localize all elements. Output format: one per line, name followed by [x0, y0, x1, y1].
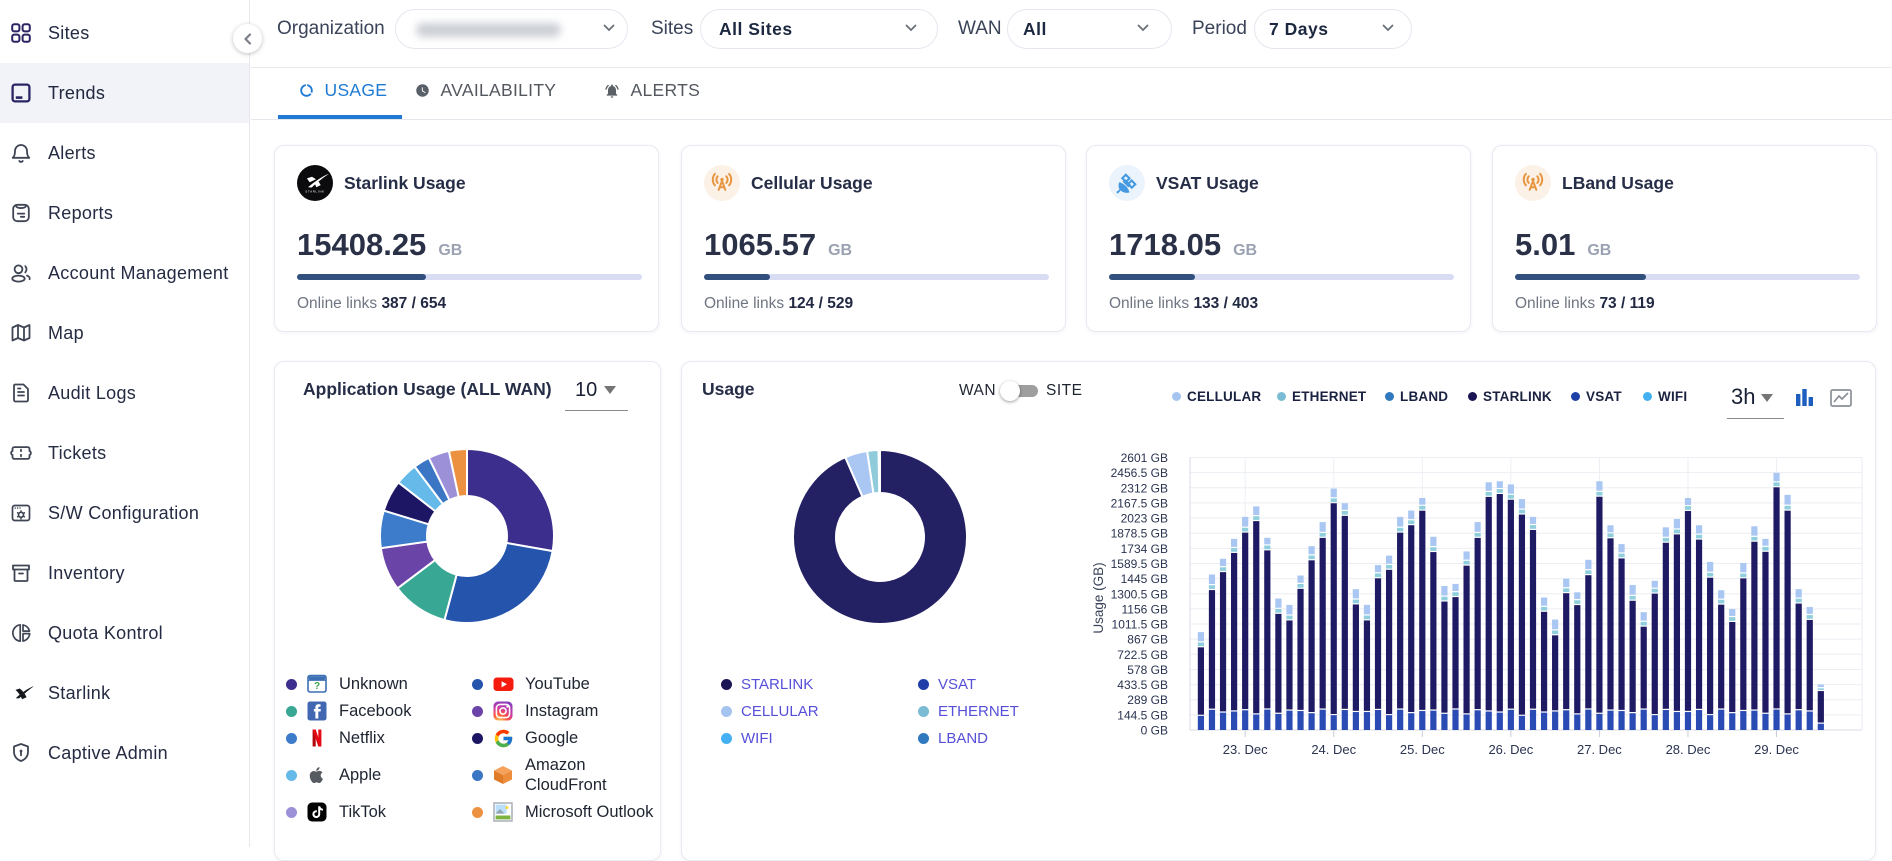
svg-text:1445 GB: 1445 GB: [1121, 572, 1168, 586]
svg-text:STARLINK: STARLINK: [305, 190, 325, 194]
svg-text:867 GB: 867 GB: [1127, 633, 1168, 647]
svg-text:1589.5 GB: 1589.5 GB: [1111, 557, 1168, 571]
svg-text:1011.5 GB: 1011.5 GB: [1112, 618, 1168, 632]
svg-text:1300.5 GB: 1300.5 GB: [1111, 587, 1168, 601]
svg-text:578 GB: 578 GB: [1127, 663, 1168, 677]
svg-text:?: ?: [314, 681, 320, 692]
svg-text:2601 GB: 2601 GB: [1121, 451, 1168, 465]
svg-text:26. Dec: 26. Dec: [1488, 742, 1533, 757]
svg-text:0 GB: 0 GB: [1141, 724, 1168, 738]
svg-text:27. Dec: 27. Dec: [1577, 742, 1622, 757]
svg-text:2167.5 GB: 2167.5 GB: [1111, 496, 1168, 510]
svg-text:1878.5 GB: 1878.5 GB: [1111, 527, 1168, 541]
svg-text:29. Dec: 29. Dec: [1754, 742, 1799, 757]
svg-text:144.5 GB: 144.5 GB: [1117, 708, 1168, 722]
svg-text:1734 GB: 1734 GB: [1121, 542, 1168, 556]
svg-text:2023 GB: 2023 GB: [1121, 512, 1168, 526]
svg-text:1156 GB: 1156 GB: [1122, 602, 1168, 616]
svg-text:2312 GB: 2312 GB: [1121, 481, 1168, 495]
svg-text:433.5 GB: 433.5 GB: [1117, 678, 1168, 692]
svg-text:24. Dec: 24. Dec: [1311, 742, 1356, 757]
svg-text:23. Dec: 23. Dec: [1223, 742, 1268, 757]
svg-text:2456.5 GB: 2456.5 GB: [1111, 466, 1168, 480]
svg-text:28. Dec: 28. Dec: [1666, 742, 1711, 757]
svg-text:Usage (GB): Usage (GB): [1091, 562, 1106, 633]
svg-text:722.5 GB: 722.5 GB: [1117, 648, 1168, 662]
svg-text:289 GB: 289 GB: [1127, 693, 1168, 707]
svg-text:25. Dec: 25. Dec: [1400, 742, 1445, 757]
